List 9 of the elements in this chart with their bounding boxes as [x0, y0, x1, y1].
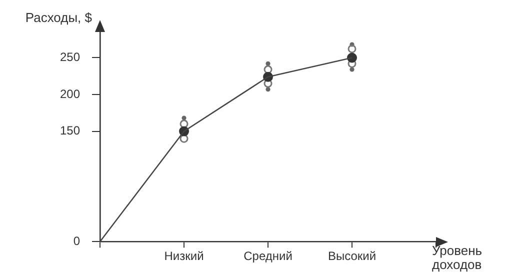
x-tick-label: Низкий	[164, 249, 204, 264]
y-tick-label: 200	[60, 86, 80, 101]
y-tick-label: 150	[60, 124, 80, 138]
y-axis-title: Расходы, $	[24, 10, 92, 25]
y-tick-label: 250	[60, 50, 80, 64]
x-tick-label: Высокий	[328, 249, 376, 264]
x-axis-title: Уровень доходов	[432, 242, 484, 272]
y-tick-label: 0	[73, 234, 80, 248]
x-tick-label: Средний	[244, 249, 292, 264]
